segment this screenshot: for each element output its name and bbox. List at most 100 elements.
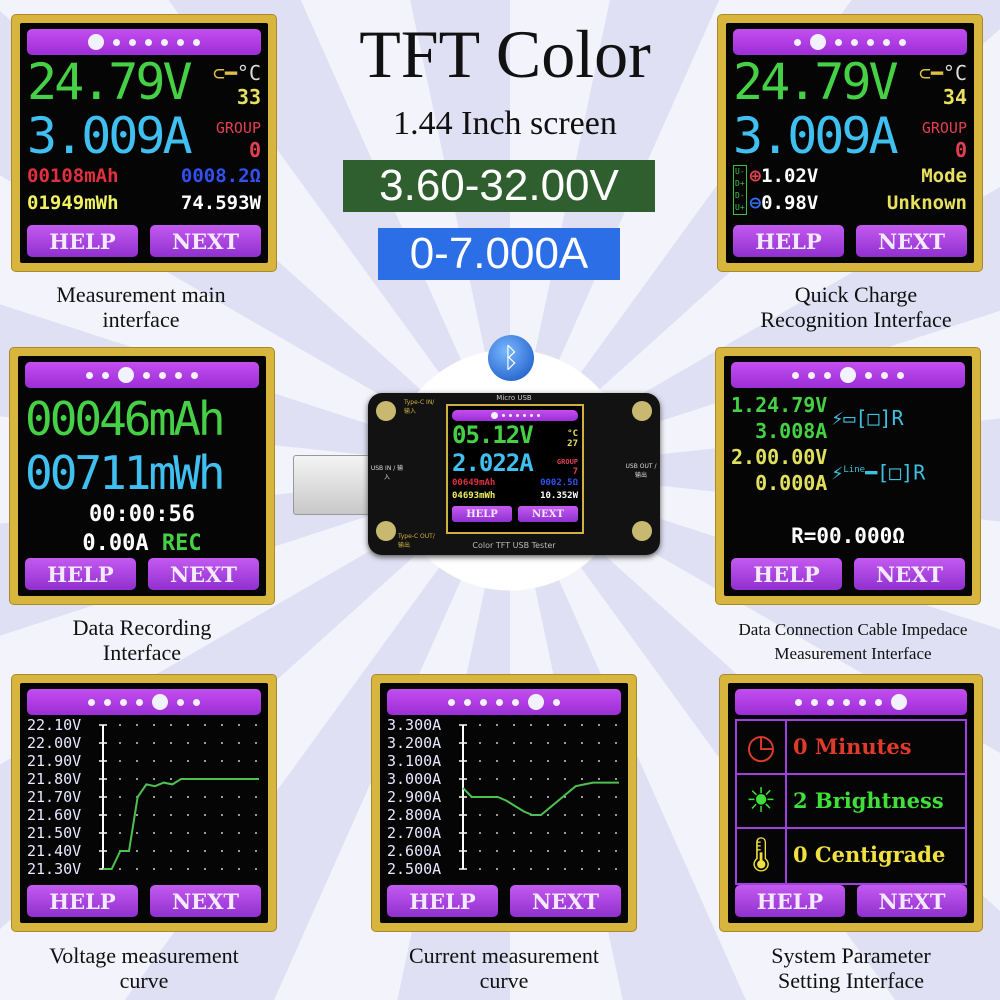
page-dot — [515, 414, 519, 417]
grid-dot — [136, 814, 138, 816]
y-tick-label: 21.90V — [27, 752, 81, 770]
next-button[interactable]: NEXT — [857, 885, 967, 917]
page-dot — [177, 698, 184, 706]
grid-dot — [221, 832, 223, 834]
grid-dot — [153, 724, 155, 726]
grid-dot — [153, 868, 155, 870]
temp-unit: °C — [236, 61, 261, 85]
page-dot — [792, 371, 799, 379]
capacity-mah: 00649mAh — [452, 478, 496, 488]
setting-row[interactable]: 🌡 0 Centigrade — [737, 829, 965, 883]
grid-dot — [153, 814, 155, 816]
grid-dot — [581, 778, 583, 780]
help-button[interactable]: HELP — [387, 885, 498, 917]
grid-dot — [598, 778, 600, 780]
grid-dot — [547, 868, 549, 870]
next-button[interactable]: NEXT — [510, 885, 621, 917]
grid-dot — [204, 850, 206, 852]
page-dot — [827, 698, 834, 706]
page-dot — [553, 698, 560, 706]
help-button[interactable]: HELP — [731, 558, 842, 590]
grid-dot — [153, 760, 155, 762]
group-value: 0 — [248, 138, 261, 162]
page-dot — [508, 414, 512, 417]
next-button[interactable]: NEXT — [856, 225, 967, 257]
grid-dot — [255, 832, 257, 834]
grid-dot — [153, 742, 155, 744]
active-page-dot — [528, 694, 544, 710]
voltage-curve-chart: 22.10V22.00V21.90V21.80V21.70V21.60V21.5… — [27, 717, 259, 877]
page-subtitle: 1.44 Inch screen — [393, 105, 617, 142]
setting-value: 0 Minutes — [793, 734, 912, 759]
current-reading: 2.022A — [452, 449, 534, 477]
next-button[interactable]: NEXT — [148, 558, 259, 590]
dplus-voltage: 1.02V — [761, 165, 819, 187]
page-dot — [193, 698, 200, 706]
grid-dot — [513, 814, 515, 816]
page-indicator — [25, 362, 259, 388]
active-page-dot — [118, 367, 134, 383]
group-value: 0 — [954, 138, 967, 162]
active-page-dot — [490, 412, 498, 419]
grid-dot — [581, 850, 583, 852]
grid-dot — [564, 778, 566, 780]
screw-icon — [376, 521, 396, 541]
grid-dot — [255, 850, 257, 852]
grid-dot — [204, 724, 206, 726]
help-button[interactable]: HELP — [735, 885, 845, 917]
setting-value: 0 Centigrade — [793, 842, 946, 867]
help-button[interactable]: HELP — [27, 225, 138, 257]
grid-dot — [238, 796, 240, 798]
grid-dot — [564, 850, 566, 852]
grid-dot — [496, 742, 498, 744]
grid-dot — [119, 778, 121, 780]
next-button[interactable]: NEXT — [150, 225, 261, 257]
next-button[interactable]: NEXT — [854, 558, 965, 590]
page-indicator — [735, 689, 967, 715]
grid-dot — [615, 796, 617, 798]
grid-dot — [119, 832, 121, 834]
help-button[interactable]: HELP — [452, 506, 512, 522]
grid-dot — [136, 724, 138, 726]
grid-dot — [547, 850, 549, 852]
grid-dot — [581, 832, 583, 834]
page-dot — [859, 698, 866, 706]
next-button[interactable]: NEXT — [150, 885, 261, 917]
page-indicator — [733, 29, 967, 55]
setting-row[interactable]: ☀ 2 Brightness — [737, 775, 965, 829]
group-label: GROUP — [921, 119, 967, 137]
system-settings-panel: ◷ 0 Minutes ☀ 2 Brightness 🌡 0 Centigrade HEL… — [720, 675, 982, 931]
grid-dot — [255, 796, 257, 798]
grid-dot — [547, 724, 549, 726]
grid-dot — [598, 832, 600, 834]
grid-dot — [530, 742, 532, 744]
page-dot — [448, 698, 455, 706]
dminus-voltage: 0.98V — [761, 192, 819, 214]
grid-dot — [170, 742, 172, 744]
grid-dot — [581, 724, 583, 726]
next-button[interactable]: NEXT — [518, 506, 578, 522]
grid-dot — [598, 868, 600, 870]
grid-dot — [170, 796, 172, 798]
grid-dot — [564, 760, 566, 762]
grid-dot — [238, 850, 240, 852]
grid-dot — [530, 868, 532, 870]
setting-row[interactable]: ◷ 0 Minutes — [737, 721, 965, 775]
sun-icon: ☀ — [737, 775, 787, 827]
page-dot — [129, 38, 136, 46]
voltage-curve-panel: 22.10V 22.00V 21.90V 21.80V 21.70V 21.60V 21.5… — [12, 675, 276, 931]
help-button[interactable]: HELP — [27, 885, 138, 917]
help-button[interactable]: HELP — [25, 558, 136, 590]
active-page-dot — [840, 367, 856, 383]
help-button[interactable]: HELP — [733, 225, 844, 257]
active-page-dot — [152, 694, 168, 710]
grid-dot — [255, 742, 257, 744]
page-dot — [159, 371, 166, 379]
y-tick-label: 2.800A — [387, 806, 441, 824]
grid-dot — [598, 724, 600, 726]
y-tick-label: 21.40V — [27, 842, 81, 860]
grid-dot — [221, 724, 223, 726]
voltage-range-badge: 3.60-32.00V — [343, 160, 655, 212]
page-dot — [102, 371, 109, 379]
grid-dot — [170, 832, 172, 834]
